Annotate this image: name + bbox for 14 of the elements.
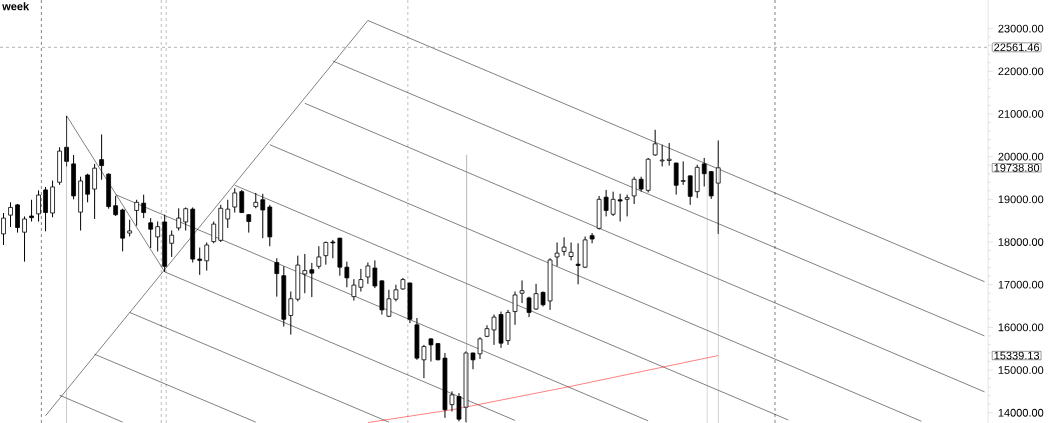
y-tick-label: 16000.00 — [998, 323, 1044, 332]
y-tick-label: 23000.00 — [998, 24, 1044, 33]
y-tick-label: 21000.00 — [998, 110, 1044, 118]
text: 19738.80 — [994, 163, 1040, 172]
y-tick-label: 20000.00 — [998, 152, 1044, 161]
y-tick-label: 18000.00 — [998, 238, 1044, 246]
text: 15339.13 — [994, 351, 1040, 360]
ref-line-label: 22561.46 — [994, 43, 1040, 52]
y-tick-label: 15000.00 — [998, 366, 1044, 374]
chart-title: week — [2, 2, 30, 11]
y-tick-label: 14000.00 — [998, 408, 1044, 417]
y-tick-label: 17000.00 — [998, 280, 1044, 289]
y-tick-label: 19000.00 — [998, 195, 1044, 204]
y-tick-label: 22000.00 — [998, 67, 1044, 76]
